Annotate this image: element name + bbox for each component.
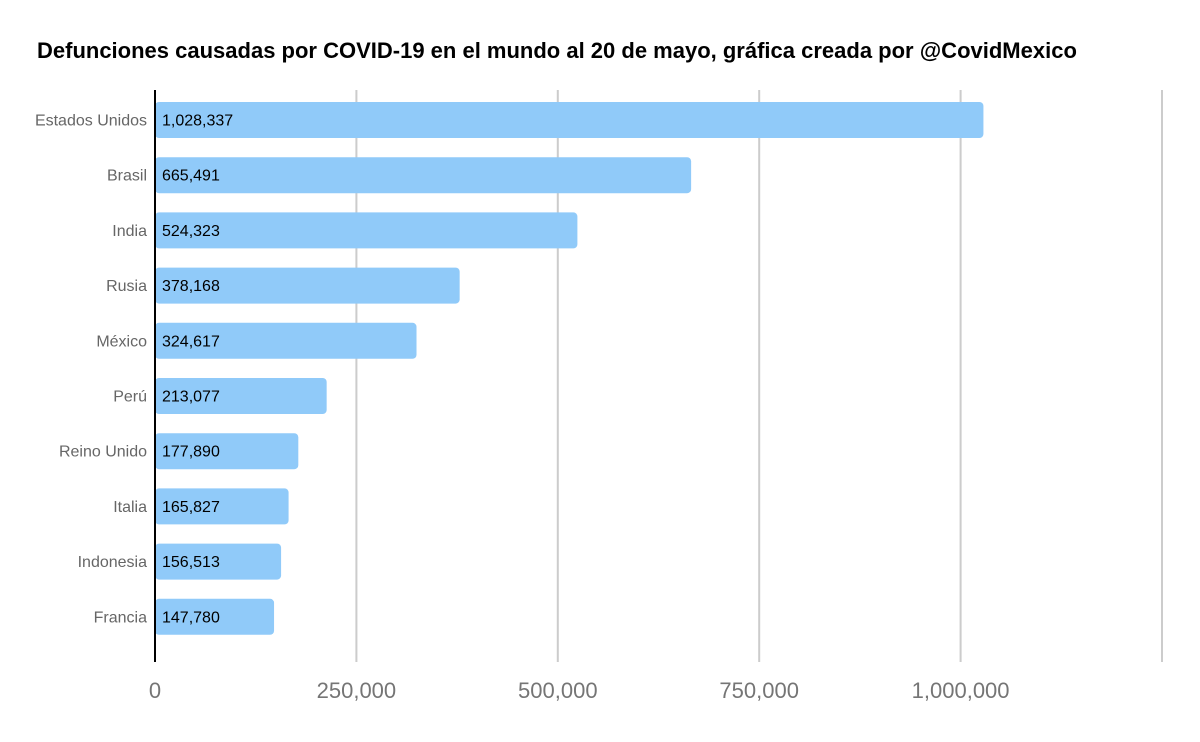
category-label-5: Perú	[113, 389, 147, 406]
value-label-4: 324,617	[162, 333, 220, 350]
category-label-8: Indonesia	[78, 554, 147, 571]
bars: 1,028,337 665,491 524,323 378,168 324,617 213…	[155, 102, 984, 635]
x-tick-label-1: 250,000	[317, 678, 397, 703]
value-label-1: 665,491	[162, 168, 220, 185]
x-tick-label-3: 750,000	[719, 678, 799, 703]
bar-5	[155, 378, 327, 414]
value-label-2: 524,323	[162, 223, 220, 240]
x-tick-label-4: 1,000,000	[912, 678, 1010, 703]
bar-1	[155, 157, 692, 194]
value-label-0: 1,028,337	[162, 113, 233, 130]
bar-6	[155, 433, 299, 470]
bar-0	[155, 102, 984, 138]
bar-9	[155, 598, 275, 635]
value-label-9: 147,780	[162, 609, 220, 626]
value-label-8: 156,513	[162, 554, 220, 571]
value-label-3: 378,168	[162, 278, 220, 295]
chart-title: Defunciones causadas por COVID-19 en el …	[37, 38, 1077, 63]
category-label-2: India	[112, 223, 147, 240]
category-label-6: Reino Unido	[59, 444, 147, 461]
bar-7	[155, 488, 289, 525]
x-tick-label-2: 500,000	[518, 678, 598, 703]
axes: 0 250,000 500,000 750,000 1,000,000 Estados U…	[35, 90, 1010, 703]
category-label-0: Estados Unidos	[35, 113, 147, 130]
category-label-9: Francia	[94, 609, 147, 626]
category-label-1: Brasil	[107, 168, 147, 185]
bar-4	[155, 322, 417, 359]
category-label-4: México	[96, 333, 147, 350]
value-label-6: 177,890	[162, 444, 220, 461]
bar-8	[155, 543, 282, 580]
x-tick-label-0: 0	[149, 678, 161, 703]
category-label-3: Rusia	[106, 278, 147, 295]
bar-3	[155, 267, 460, 304]
bar-2	[155, 212, 578, 249]
value-label-7: 165,827	[162, 499, 220, 516]
category-label-7: Italia	[113, 499, 147, 516]
value-label-5: 213,077	[162, 389, 220, 406]
